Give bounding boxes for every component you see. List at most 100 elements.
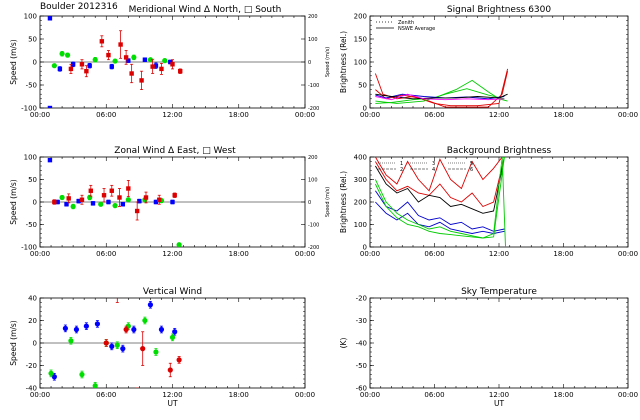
- data-point: [47, 157, 53, 163]
- panel-meridional: Meridional Wind Δ North, □ South 00:00 06:…: [9, 5, 331, 119]
- data-point: [137, 198, 142, 204]
- y-tick-label: -60: [356, 385, 367, 393]
- y-tick-label: 40: [28, 295, 37, 303]
- x-tick-label: 12:00: [162, 391, 182, 399]
- data-point: [92, 383, 98, 388]
- y-tick-label: 0: [33, 59, 37, 67]
- data-point: [120, 346, 126, 352]
- data-point: [170, 199, 175, 205]
- data-point: [125, 197, 131, 203]
- data-point: [64, 202, 69, 207]
- data-point: [153, 349, 159, 355]
- data-point: [157, 197, 162, 202]
- y-tick-label: 0: [363, 105, 367, 113]
- series-line: [375, 157, 505, 208]
- y2-tick-label: -200: [308, 245, 319, 251]
- data-point: [162, 58, 168, 64]
- y-axis-label: (K): [339, 338, 348, 349]
- series-line: [375, 93, 505, 101]
- x-tick-label: 12:00: [162, 111, 182, 119]
- inset-label: 6: [470, 167, 473, 173]
- y2-tick-label: 0: [308, 60, 311, 66]
- data-point: [70, 203, 76, 210]
- y-tick-label: 20: [28, 317, 37, 325]
- series-line: [375, 93, 508, 100]
- inset-label: 1: [400, 161, 403, 167]
- data-point: [158, 326, 165, 333]
- x-tick-label: 00:00: [618, 391, 638, 399]
- data-point: [143, 195, 149, 200]
- x-axis-label: UT: [167, 399, 177, 408]
- x-tick-label: 00:00: [30, 250, 50, 258]
- data-point: [123, 55, 129, 60]
- data-point: [90, 201, 96, 206]
- data-point: [83, 323, 89, 329]
- data-point: [142, 317, 148, 324]
- plot-frame: [369, 297, 629, 389]
- series-line: [375, 157, 503, 192]
- data-point: [51, 374, 57, 380]
- x-tick-label: 00:00: [295, 391, 315, 399]
- x-tick-label: 12:00: [489, 250, 509, 258]
- data-point: [106, 52, 111, 58]
- x-tick-label: 18:00: [229, 111, 249, 119]
- data-point: [79, 62, 85, 67]
- legend-label: Zenith: [398, 20, 414, 26]
- y-tick-label: -20: [356, 295, 367, 303]
- y-tick-label: -100: [21, 244, 37, 252]
- y-tick-label: 100: [24, 13, 37, 21]
- data-point: [147, 302, 154, 308]
- chart-title: Sky Temperature: [461, 287, 537, 297]
- panel-signal: Signal Brightness 6300 00:00 06:00 12:00 18:…: [339, 5, 638, 119]
- y-tick-label: 400: [354, 154, 367, 162]
- y-tick-label: 300: [354, 176, 367, 184]
- y-tick-label: 0: [33, 199, 37, 207]
- data-point: [98, 201, 104, 207]
- data-point: [87, 194, 93, 201]
- data-point: [109, 188, 114, 193]
- x-tick-label: 12:00: [489, 111, 509, 119]
- data-point: [142, 57, 148, 62]
- data-point: [153, 199, 159, 205]
- data-point: [47, 105, 53, 108]
- chart-title: Meridional Wind Δ North, □ South: [129, 5, 282, 15]
- x-tick-label: 00:00: [360, 250, 380, 258]
- x-tick-label: 18:00: [553, 111, 573, 119]
- y2-tick-label: -100: [308, 83, 319, 89]
- x-tick-label: 06:00: [424, 111, 444, 119]
- chart-title: Background Brightness: [447, 146, 552, 156]
- data-point: [172, 329, 178, 335]
- y-tick-label: -30: [356, 317, 367, 325]
- y-tick-label: 50: [358, 82, 367, 90]
- data-point: [106, 199, 111, 205]
- station-title: Boulder 2012316: [40, 2, 118, 12]
- inset-label: 2: [400, 167, 403, 173]
- data-point: [62, 325, 68, 331]
- x-tick-label: 00:00: [618, 250, 638, 258]
- data-point: [112, 203, 118, 209]
- data-point: [65, 52, 71, 58]
- series-line: [375, 190, 505, 232]
- data-point: [168, 59, 173, 65]
- data-point: [59, 194, 65, 201]
- data-point: [115, 286, 120, 291]
- data-point: [73, 326, 80, 333]
- y2-tick-label: 200: [308, 155, 318, 161]
- y-axis-label: Brightness (Rel.): [339, 171, 348, 233]
- data-point: [118, 42, 123, 47]
- data-point: [140, 346, 146, 352]
- chart-title: Signal Brightness 6300: [447, 5, 551, 15]
- x-tick-label: 06:00: [96, 391, 116, 399]
- y-tick-label: 100: [354, 221, 367, 229]
- data-point: [57, 66, 63, 72]
- data-point: [126, 58, 131, 63]
- data-point: [123, 326, 129, 333]
- inset-label: 3: [432, 161, 435, 167]
- x-tick-label: 00:00: [30, 111, 50, 119]
- plot-area: [48, 286, 182, 388]
- y-tick-label: 0: [363, 244, 367, 252]
- data-point: [112, 58, 118, 64]
- y-tick-label: 100: [24, 154, 37, 162]
- x-tick-label: 18:00: [553, 391, 573, 399]
